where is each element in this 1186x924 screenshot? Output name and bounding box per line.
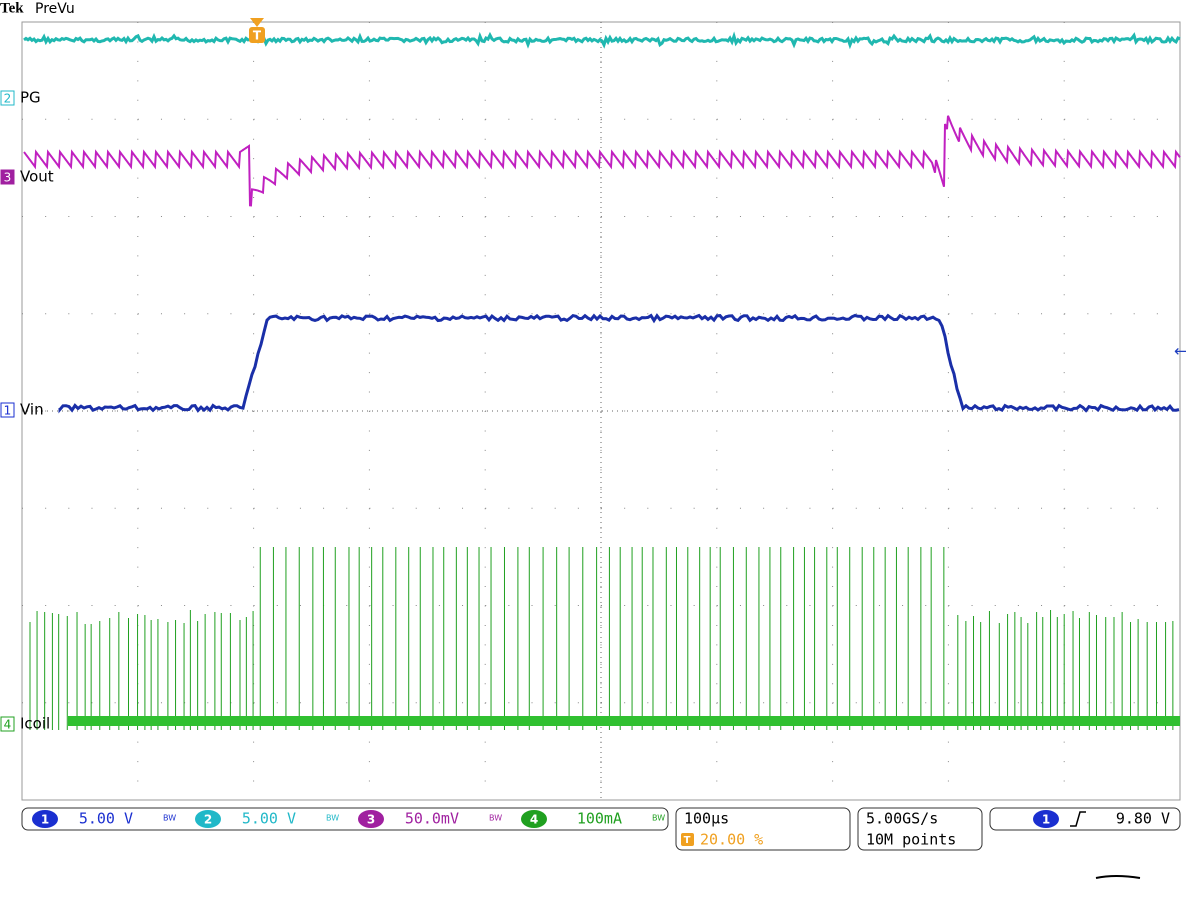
trigger-badge: [249, 27, 265, 43]
trigger-level-arrow: ←: [1174, 342, 1186, 361]
channel-badge: [0, 716, 15, 732]
channel-box: [21, 807, 669, 831]
channel-scale: 50.0mV: [405, 810, 459, 828]
channel-labels: 2 PG 3 Vout 1 Vin 4 Icoil: [0, 89, 54, 733]
channel-number: 2: [4, 92, 12, 106]
channel-badge: [195, 810, 221, 828]
pg-trace: [23, 31, 1181, 50]
channel-badge: [0, 402, 15, 418]
decoration: [1095, 875, 1141, 879]
channel-badge: [32, 810, 58, 828]
record-length: 10M points: [866, 831, 956, 849]
trigger-marker: T: [253, 29, 262, 43]
trigger-level: 9.80 V: [1116, 810, 1170, 828]
status-bar: 100µs T 20.00 % 5.00GS/s 10M points 1 9.…: [21, 807, 1181, 879]
sample-rate: 5.00GS/s: [866, 810, 938, 828]
channel-scale: 5.00 V: [79, 810, 133, 828]
channel-scale: 5.00 V: [242, 810, 296, 828]
channel-label: Vout: [20, 168, 54, 186]
trigger-source: 1: [1042, 813, 1050, 827]
channel-number: 4: [4, 718, 12, 732]
channel-number: 1: [4, 404, 12, 418]
trigger-slope: [1070, 811, 1086, 827]
vin-trace: [58, 313, 1180, 414]
icoil-spikes: [29, 547, 1174, 730]
time-scale: 100µs: [684, 810, 729, 828]
channel-number: 4: [530, 813, 538, 827]
trigger-pos-badge: [681, 833, 694, 846]
mode: PreVu: [35, 1, 75, 17]
bandwidth-limit: BW: [163, 814, 176, 823]
traces: [23, 31, 1181, 730]
bandwidth-limit: BW: [652, 814, 665, 823]
channel-badge: [521, 810, 547, 828]
trigger-box: [989, 807, 1181, 831]
trigger-arrow: [250, 18, 264, 27]
timebase-box: [675, 807, 851, 851]
channel-badge: [0, 169, 15, 185]
channel-label: Icoil: [20, 715, 50, 733]
channel-number: 3: [367, 813, 375, 827]
channel-number: 2: [204, 813, 212, 827]
channel-number: 1: [41, 813, 49, 827]
trigger-position: 20.00 %: [700, 831, 763, 849]
brand: Tek: [0, 0, 24, 16]
grid: [22, 22, 1180, 800]
acquisition-box: [857, 807, 983, 851]
channel-label: Vin: [20, 401, 44, 419]
vout-trace: [23, 115, 1181, 207]
channel-label: PG: [20, 89, 41, 107]
bandwidth-limit: BW: [326, 814, 339, 823]
channel-scale: 100mA: [577, 810, 622, 828]
channel-badge: [358, 810, 384, 828]
channel-number: 3: [4, 171, 12, 185]
trigger-source-badge: [1033, 810, 1059, 828]
channel-badge: [0, 90, 15, 106]
bandwidth-limit: BW: [489, 814, 502, 823]
trigger-pos-icon: T: [684, 835, 691, 846]
